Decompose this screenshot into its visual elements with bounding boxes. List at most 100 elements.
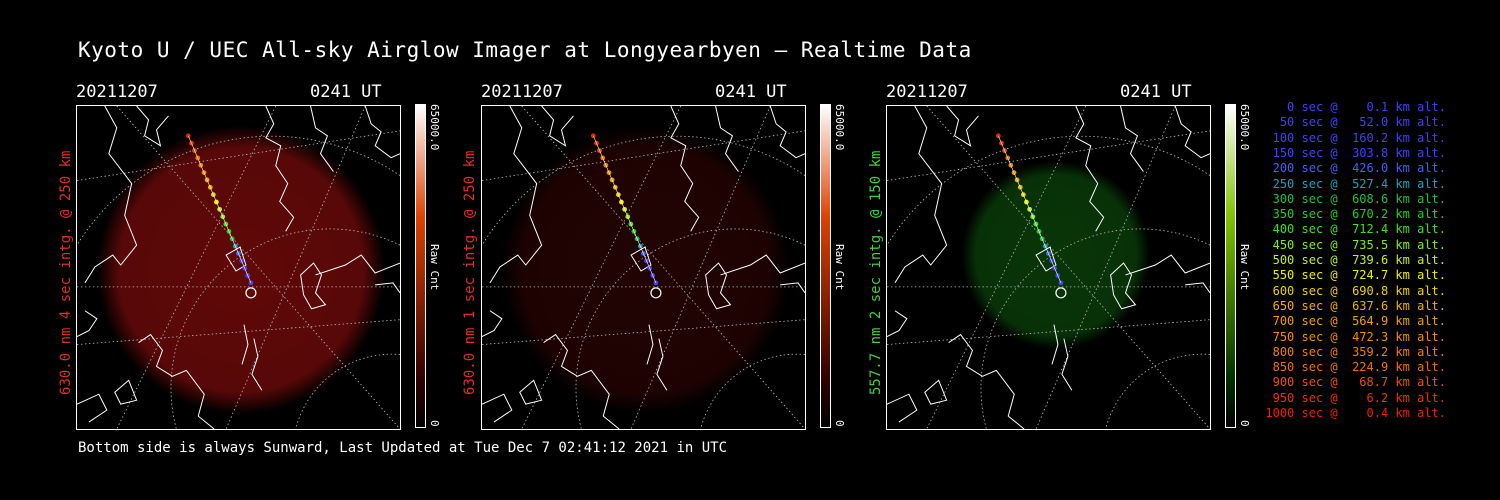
coastline	[887, 310, 908, 338]
legend-row: 450 sec @ 735.5 km alt.	[1265, 237, 1446, 252]
coastline	[670, 106, 700, 232]
legend-row: 250 sec @ 527.4 km alt.	[1265, 176, 1446, 191]
graticule-line	[225, 106, 366, 429]
coastline	[1185, 282, 1210, 294]
coastline	[946, 106, 979, 147]
graticule-line	[630, 106, 771, 429]
legend-row: 0 sec @ 0.1 km alt.	[1265, 100, 1446, 114]
legend-row: 750 sec @ 472.3 km alt.	[1265, 329, 1446, 344]
coastline	[519, 379, 543, 405]
coastline	[630, 246, 652, 272]
observatory-marker	[1055, 287, 1067, 299]
trajectory-line	[593, 135, 657, 284]
trajectory-point	[653, 280, 659, 286]
panel-1-image	[76, 105, 401, 430]
coastline	[315, 254, 400, 276]
coastline	[114, 379, 138, 405]
graticule-line	[77, 130, 400, 181]
legend-row: 650 sec @ 637.6 km alt.	[1265, 298, 1446, 313]
coastline	[1110, 262, 1137, 310]
graticule-line	[521, 106, 682, 429]
coastline	[482, 310, 503, 338]
coastline	[715, 106, 739, 172]
panel-2-colorbar-min: 0	[833, 420, 846, 427]
coastline	[241, 324, 249, 365]
panel-2-colorbar	[820, 104, 831, 428]
legend-row: 500 sec @ 739.6 km alt.	[1265, 253, 1446, 267]
coastline	[84, 106, 138, 284]
coastline	[225, 246, 247, 272]
graticule-line	[521, 106, 805, 429]
coastline	[364, 106, 400, 159]
legend-row: 950 sec @ 6.2 km alt.	[1265, 390, 1446, 405]
panel-1-date: 20211207	[76, 82, 158, 102]
graticule-line	[116, 106, 400, 429]
panel-2-colorbar-unit: Raw Cnt	[833, 244, 846, 291]
panel-3-date: 20211207	[886, 82, 968, 102]
panel-3-image	[886, 105, 1211, 430]
legend-row: 200 sec @ 426.0 km alt.	[1265, 161, 1446, 176]
legend-row: 300 sec @ 608.6 km alt.	[1265, 191, 1446, 206]
legend-row: 850 sec @ 224.9 km alt.	[1265, 360, 1446, 375]
coastline	[482, 393, 513, 423]
airglow-sky-disc	[96, 125, 386, 415]
coastline	[1051, 324, 1059, 365]
coastline	[948, 333, 1025, 429]
coastline	[300, 262, 327, 310]
legend-row: 700 sec @ 564.9 km alt.	[1265, 314, 1446, 329]
legend-row: 600 sec @ 690.8 km alt.	[1265, 283, 1446, 298]
legend-row: 100 sec @ 160.2 km alt.	[1265, 130, 1446, 145]
panel-3-colorbar-unit: Raw Cnt	[1238, 244, 1251, 291]
panel-1-colorbar	[415, 104, 426, 428]
panel-3-ylabel: 557.7 nm 2 sec intg. @ 150 km	[868, 150, 884, 395]
graticule-line	[887, 130, 1210, 181]
coastline	[646, 324, 654, 365]
graticule-line	[926, 106, 1210, 429]
observatory-marker	[650, 287, 662, 299]
panel-2-time: 0241 UT	[715, 82, 787, 102]
panel-2-ylabel: 630.0 nm 1 sec intg. @ 250 km	[462, 150, 478, 395]
graticule-line	[482, 130, 805, 181]
legend-row: 1000 sec @ 0.4 km alt.	[1265, 406, 1446, 420]
coastline	[705, 262, 732, 310]
coastline	[136, 106, 169, 147]
coastline	[780, 282, 805, 294]
panel-3-colorbar-min: 0	[1238, 420, 1251, 427]
observatory-marker	[245, 287, 257, 299]
panel-3-colorbar	[1225, 104, 1236, 428]
coastline	[138, 333, 215, 429]
panel-2-date: 20211207	[481, 82, 563, 102]
graticule-line	[1035, 106, 1176, 429]
coastline	[543, 333, 620, 429]
panel-2-image	[481, 105, 806, 430]
coastline	[1061, 338, 1073, 391]
panel-1-colorbar-max: 65000.0	[428, 104, 441, 151]
panel-2-colorbar-max: 65000.0	[833, 104, 846, 151]
panel-1-colorbar-unit: Raw Cnt	[428, 244, 441, 291]
coastline	[1174, 106, 1210, 159]
legend-row: 350 sec @ 670.2 km alt.	[1265, 207, 1446, 222]
page-title: Kyoto U / UEC All-sky Airglow Imager at …	[78, 38, 972, 62]
coastline	[489, 106, 543, 284]
trajectory-line	[188, 135, 252, 284]
airglow-sky-disc	[501, 125, 791, 415]
panel-1-ylabel: 630.0 nm 4 sec intg. @ 250 km	[58, 150, 74, 395]
coastline	[1035, 246, 1057, 272]
panel-1-time: 0241 UT	[310, 82, 382, 102]
airglow-sky-disc	[961, 160, 1151, 350]
trajectory-line	[998, 135, 1062, 284]
coastline	[924, 379, 948, 405]
graticule-line	[116, 106, 277, 429]
legend-row: 150 sec @ 303.8 km alt.	[1265, 145, 1446, 160]
coastline	[251, 338, 263, 391]
panel-3-time: 0241 UT	[1120, 82, 1192, 102]
coastline	[656, 338, 668, 391]
trajectory-point	[248, 280, 254, 286]
legend-row: 50 sec @ 52.0 km alt.	[1265, 115, 1446, 130]
map-2	[482, 106, 805, 429]
coastline	[769, 106, 805, 159]
legend-row: 400 sec @ 712.4 km alt.	[1265, 222, 1446, 237]
coastline	[720, 254, 805, 276]
coastline	[894, 106, 948, 284]
legend-row: 550 sec @ 724.7 km alt.	[1265, 268, 1446, 283]
